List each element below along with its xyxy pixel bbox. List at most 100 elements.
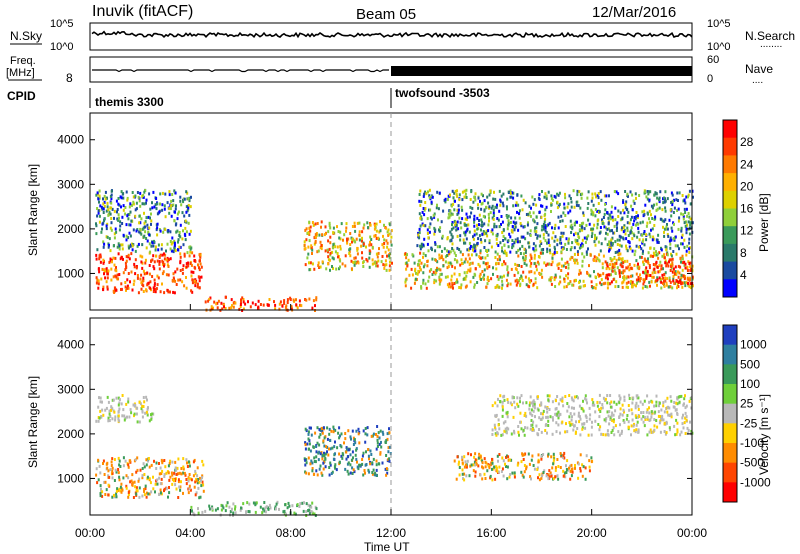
power-echo-cell: [644, 285, 647, 288]
power-echo-cell: [643, 209, 646, 213]
velocity-echo-cell: [361, 454, 364, 458]
power-echo-cell: [290, 307, 293, 311]
power-echo-cell: [108, 210, 111, 214]
power-echo-cell: [155, 197, 158, 200]
power-echo-cell: [187, 221, 190, 225]
velocity-echo-cell: [567, 468, 570, 472]
velocity-echo-cell: [568, 421, 571, 424]
power-echo-cell: [635, 244, 638, 248]
velocity-echo-cell: [302, 509, 305, 513]
power-echo-cell: [594, 233, 596, 237]
power-echo-cell: [141, 227, 144, 231]
power-echo-cell: [128, 257, 131, 261]
velocity-echo-cell: [637, 430, 640, 434]
power-echo-cell: [448, 209, 451, 213]
velocity-echo-cell: [311, 501, 314, 505]
power-echo-cell: [558, 282, 561, 286]
velocity-echo-cell: [635, 401, 638, 405]
velocity-echo-cell: [118, 478, 121, 482]
power-echo-cell: [191, 278, 194, 282]
power-echo-cell: [198, 268, 201, 272]
power-echo-cell: [374, 226, 377, 229]
power-echo-cell: [638, 194, 641, 197]
velocity-echo-cell: [323, 436, 326, 440]
velocity-echo-cell: [521, 473, 524, 477]
power-echo-cell: [529, 264, 532, 268]
power-echo-cell: [366, 221, 369, 225]
power-echo-cell: [593, 255, 596, 259]
power-echo-cell: [636, 281, 638, 285]
power-echo-cell: [632, 222, 635, 226]
power-echo-cell: [569, 248, 572, 252]
velocity-echo-cell: [99, 409, 102, 413]
power-echo-cell: [168, 207, 171, 211]
velocity-echo-cell: [472, 463, 475, 467]
velocity-echo-cell: [474, 474, 477, 478]
power-echo-cell: [184, 219, 187, 223]
power-echo-cell: [143, 190, 146, 194]
power-ytick-label: 4000: [57, 133, 84, 147]
velocity-echo-cell: [525, 401, 528, 405]
power-echo-cell: [519, 282, 522, 286]
velocity-echo-cell: [101, 400, 103, 404]
power-echo-cell: [278, 307, 281, 311]
power-echo-cell: [459, 250, 462, 254]
velocity-echo-cell: [368, 470, 371, 474]
power-echo-cell: [577, 232, 580, 236]
power-echo-cell: [427, 279, 430, 283]
velocity-echo-cell: [135, 486, 138, 490]
power-echo-cell: [561, 219, 564, 223]
power-echo-cell: [495, 267, 498, 271]
velocity-echo-cell: [120, 490, 123, 494]
power-echo-cell: [559, 280, 562, 284]
power-echo-cell: [629, 190, 632, 194]
power-echo-cell: [471, 261, 474, 265]
velocity-echo-cell: [122, 456, 125, 460]
power-echo-cell: [621, 257, 624, 261]
velocity-echo-cell: [487, 464, 490, 468]
velocity-echo-cell: [340, 445, 343, 449]
power-echo-cell: [388, 268, 391, 272]
velocity-echo-cell: [374, 471, 377, 475]
power-echo-cell: [404, 278, 407, 282]
velocity-echo-cell: [541, 474, 543, 478]
velocity-echo-cell: [608, 410, 611, 414]
power-echo-cell: [603, 225, 606, 229]
velocity-ytick-label: 1000: [57, 471, 84, 485]
power-echo-cell: [572, 283, 575, 287]
power-echo-cell: [581, 259, 584, 263]
velocity-echo-cell: [171, 460, 174, 464]
power-echo-cell: [621, 217, 624, 221]
power-colorbar-tick: 16: [740, 202, 754, 216]
power-echo-cell: [685, 253, 688, 257]
power-echo-cell: [580, 196, 583, 200]
power-colorbar-swatch: [723, 173, 737, 192]
power-echo-cell: [254, 303, 257, 307]
velocity-echo-cell: [197, 486, 200, 490]
power-echo-cell: [677, 199, 679, 202]
power-echo-cell: [449, 209, 452, 213]
power-echo-cell: [129, 244, 132, 248]
power-echo-cell: [518, 216, 521, 220]
velocity-echo-cell: [461, 461, 464, 465]
power-echo-cell: [611, 229, 613, 233]
velocity-echo-cell: [301, 501, 304, 505]
power-echo-cell: [592, 285, 595, 289]
power-echo-cell: [520, 274, 523, 278]
velocity-echo-cell: [131, 481, 134, 485]
power-echo-cell: [133, 262, 136, 266]
velocity-echo-cell: [308, 442, 311, 446]
velocity-echo-cell: [347, 429, 350, 433]
power-echo-cell: [382, 263, 385, 267]
power-echo-cell: [530, 270, 533, 274]
velocity-echo-cell: [537, 408, 540, 412]
velocity-echo-cell: [455, 477, 458, 481]
power-echo-cell: [347, 237, 350, 241]
velocity-echo-cell: [535, 424, 538, 428]
velocity-echo-cell: [141, 415, 144, 419]
power-echo-cell: [517, 248, 520, 252]
power-echo-cell: [513, 273, 516, 277]
power-echo-cell: [619, 252, 622, 256]
velocity-echo-cell: [537, 476, 539, 480]
power-echo-cell: [546, 262, 549, 266]
